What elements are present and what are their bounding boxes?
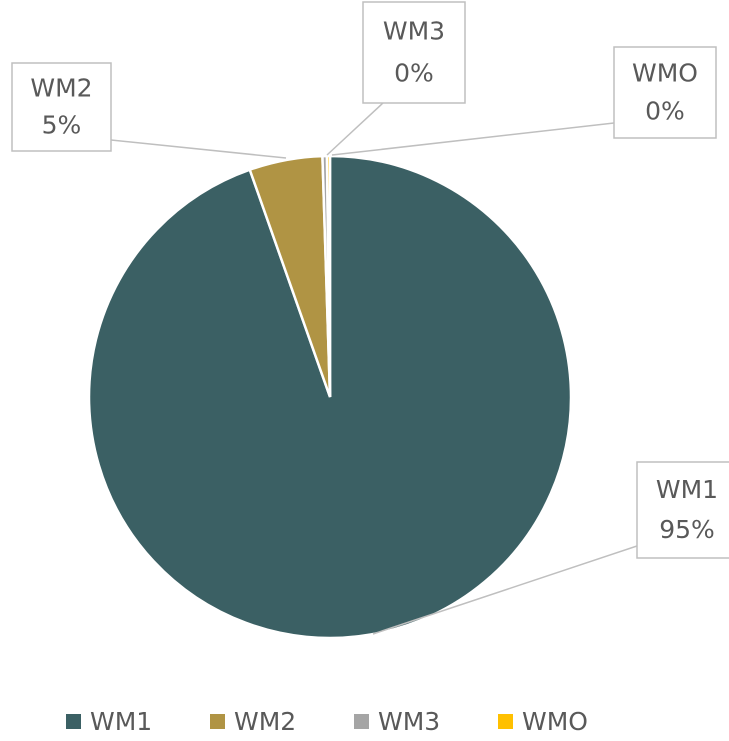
- legend-swatch: [66, 714, 81, 729]
- leader-line: [372, 544, 641, 635]
- data-label-name: WM1: [656, 475, 718, 504]
- data-label-value: 95%: [659, 515, 715, 544]
- pie-slice: [325, 154, 332, 398]
- data-label-name: WMO: [632, 58, 698, 87]
- legend-swatch: [354, 714, 369, 729]
- data-label-box: [11, 62, 112, 152]
- legend-label: WMO: [522, 707, 588, 736]
- data-label-name: WM3: [383, 16, 445, 45]
- data-label-box: [636, 461, 729, 559]
- data-label-box: [362, 1, 466, 104]
- leader-line: [326, 102, 384, 156]
- data-label-name: WM2: [30, 73, 92, 102]
- data-label-box: [613, 46, 717, 139]
- data-label-value: 0%: [394, 59, 434, 88]
- leader-line: [110, 139, 287, 159]
- leader-line: [331, 122, 615, 156]
- legend-label: WM3: [378, 707, 440, 736]
- data-label-value: 0%: [645, 97, 685, 126]
- legend-label: WM1: [90, 707, 152, 736]
- legend-swatch: [210, 714, 225, 729]
- legend-label: WM2: [234, 707, 296, 736]
- legend-swatch: [498, 714, 513, 729]
- data-label-value: 5%: [42, 110, 82, 139]
